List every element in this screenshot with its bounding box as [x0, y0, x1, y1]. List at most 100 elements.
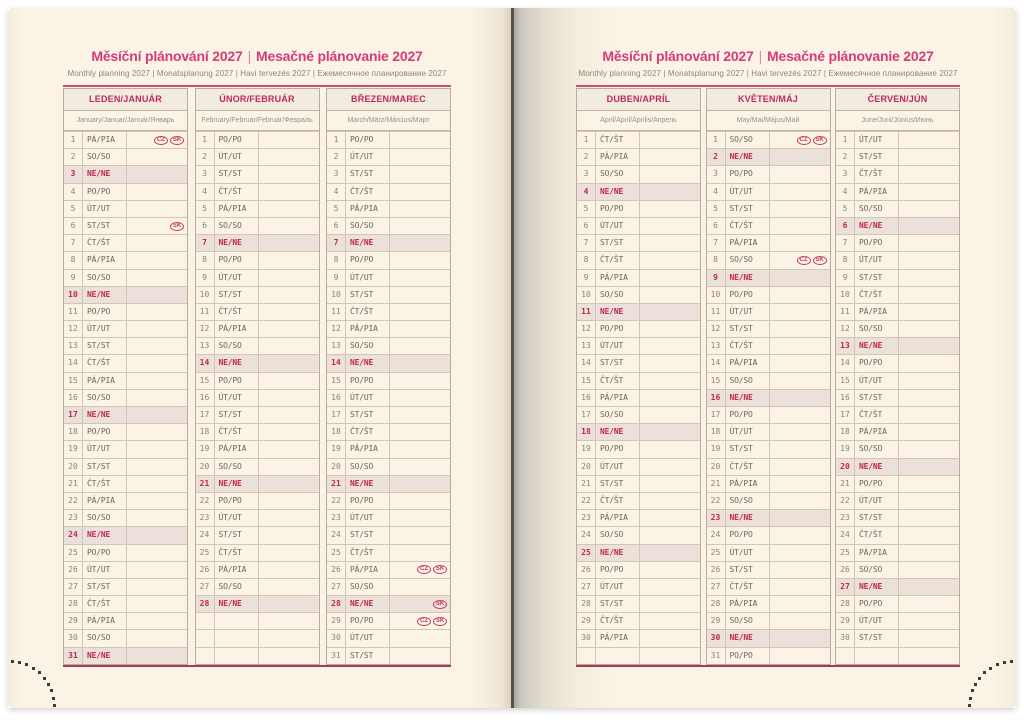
day-number: 20 [199, 461, 210, 471]
day-abbrev: SO/SO [724, 492, 769, 510]
day-row: 14 NE/NE [327, 354, 450, 372]
day-abbrev: NE/NE [345, 355, 389, 372]
month-name: ÚNOR/FEBRUÁR [195, 89, 319, 111]
day-number: 1 [713, 135, 718, 144]
day-abbrev: ST/ST [82, 458, 126, 475]
day-number: 9 [842, 272, 848, 282]
day-abbrev: ČT/ŠT [854, 527, 898, 544]
day-number: 27 [331, 581, 341, 591]
notes-cell [389, 355, 450, 372]
notes-cell [898, 166, 959, 183]
notes-cell [768, 389, 830, 406]
day-abbrev: PÁ/PIA [213, 321, 258, 338]
day-row: 27 SO/SO [327, 577, 450, 596]
day-row: 18 PO/PO [64, 423, 187, 441]
day-row: 30 ÚT/UT [327, 629, 450, 647]
day-abbrev: ÚT/UT [345, 269, 389, 286]
planner-page-left: Měsíční plánování 2027 | Mesačné plánovani… [8, 8, 511, 708]
day-number: 18 [840, 427, 850, 437]
notes-cell [257, 613, 319, 630]
day-number: 7 [713, 238, 718, 248]
day-number: 7 [202, 238, 207, 248]
day-row: 27 ČT/ŠT [706, 577, 830, 596]
day-row: 24 ST/ST [195, 526, 319, 544]
bottom-rule [576, 665, 960, 667]
day-abbrev: SO/SO [595, 527, 639, 544]
day-row: 22 ČT/ŠT [577, 491, 700, 510]
notes-cell [768, 338, 830, 355]
day-abbrev: PÁ/PIA [213, 200, 258, 217]
day-row: 25 PO/PO [64, 543, 187, 561]
notes-cell [639, 561, 700, 578]
notes-cell [768, 492, 830, 510]
notes-cell [639, 149, 700, 166]
notes-cell [126, 510, 187, 527]
day-abbrev: ÚT/UT [724, 303, 769, 321]
day-number: 22 [331, 495, 341, 505]
day-number: 3 [713, 169, 718, 179]
day-row: 26 ÚT/UT [64, 560, 187, 578]
notes-cell [639, 372, 700, 389]
notes-cell [257, 235, 319, 252]
day-abbrev: NE/NE [213, 596, 258, 613]
day-abbrev: SO/SO [345, 578, 389, 596]
notes-cell [639, 235, 700, 252]
day-number: 30 [331, 633, 341, 643]
notes-cell [389, 269, 450, 286]
day-row: 14 PÁ/PIA [706, 354, 830, 372]
day-abbrev: PO/PO [345, 613, 389, 630]
day-abbrev: ČT/ŠT [82, 475, 126, 492]
day-row: 30 PÁ/PIA [577, 629, 700, 647]
day-abbrev: SO/SO [595, 286, 639, 303]
day-row: 7 NE/NE [327, 234, 450, 252]
day-row: 7 NE/NE [195, 234, 319, 252]
day-number: 1 [202, 135, 207, 144]
day-row: 26 ST/ST [706, 560, 830, 578]
day-row: 4 NE/NE [577, 182, 700, 200]
day-abbrev: NE/NE [595, 303, 639, 321]
day-row: 18 ČT/ŠT [195, 423, 319, 441]
notes-cell [898, 200, 959, 217]
notes-cell [257, 389, 319, 406]
day-number: 21 [581, 478, 591, 488]
day-abbrev: PÁ/PIA [595, 149, 639, 166]
notes-cell [257, 200, 319, 217]
day-number: 5 [713, 203, 718, 213]
month-name: KVĚTEN/MÁJ [706, 89, 830, 111]
day-number: 4 [70, 186, 76, 196]
day-abbrev: PO/PO [213, 492, 258, 510]
notes-cell [639, 355, 700, 372]
notes-cell [257, 544, 319, 561]
day-abbrev: ČT/ŠT [345, 424, 389, 441]
notes-cell [126, 596, 187, 613]
day-number: 25 [581, 547, 591, 557]
day-row: 21 PÁ/PIA [706, 474, 830, 492]
notes-cell [768, 647, 830, 664]
day-number: 11 [840, 306, 850, 316]
day-row: 23 NE/NE [706, 509, 830, 527]
day-row: 10 NE/NE [64, 285, 187, 303]
day-abbrev: SO/SO [213, 338, 258, 355]
notes-cell [898, 424, 959, 441]
day-row: 23 ST/ST [836, 509, 959, 527]
notes-cell: CZ SK [126, 132, 187, 149]
notes-cell [126, 544, 187, 561]
day-abbrev: PO/PO [724, 527, 769, 544]
day-row: 4 ÚT/UT [706, 182, 830, 200]
notes-cell [389, 166, 450, 183]
day-abbrev: NE/NE [854, 458, 898, 475]
day-row: 10 ST/ST [195, 285, 319, 303]
day-number: 13 [840, 341, 850, 351]
notes-cell [898, 510, 959, 527]
day-number: 17 [840, 410, 850, 419]
notes-cell [389, 527, 450, 544]
sk-holiday-badge: SK [433, 565, 447, 575]
day-abbrev: NE/NE [724, 510, 769, 527]
day-abbrev: PO/PO [213, 372, 258, 389]
day-row: 24 NE/NE [64, 526, 187, 544]
notes-cell [898, 578, 959, 596]
day-abbrev: ÚT/UT [724, 424, 769, 441]
day-number: 26 [710, 564, 721, 574]
day-abbrev: PO/PO [854, 475, 898, 492]
day-number: 10 [840, 289, 850, 299]
